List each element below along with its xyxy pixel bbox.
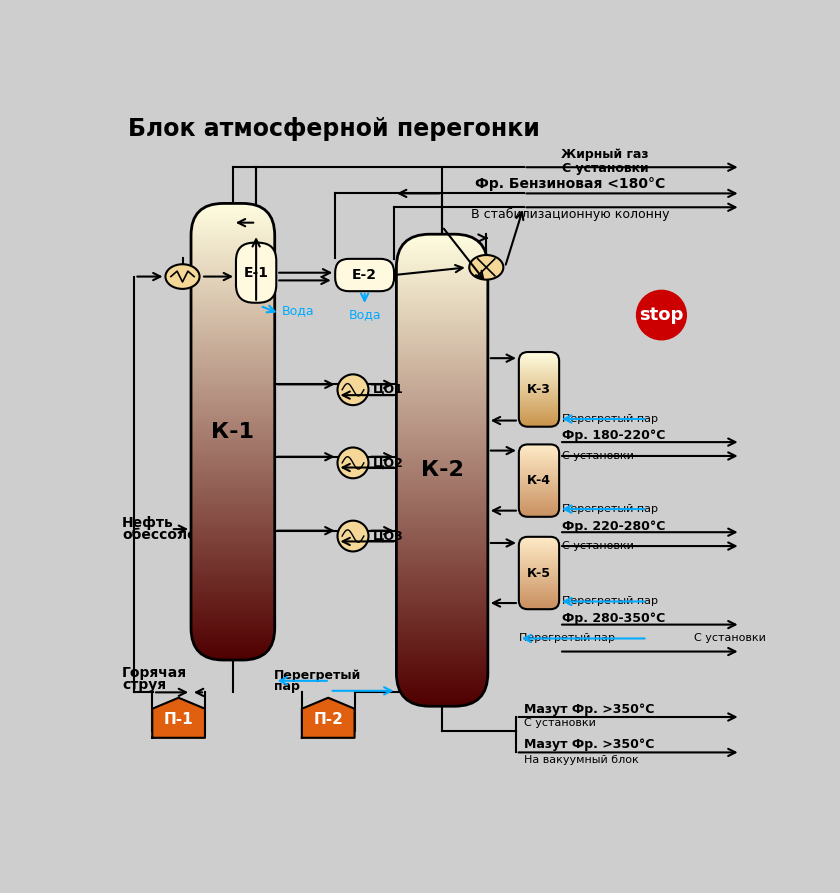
Text: К-3: К-3 xyxy=(527,383,551,396)
Text: ЦО2: ЦО2 xyxy=(372,456,403,470)
Text: С установки: С установки xyxy=(562,451,634,461)
Text: Вода: Вода xyxy=(349,309,381,321)
Text: Фр. 220-280°C: Фр. 220-280°C xyxy=(562,520,665,532)
Text: С установки: С установки xyxy=(523,718,596,728)
Text: П-2: П-2 xyxy=(313,713,343,727)
Ellipse shape xyxy=(165,264,200,288)
FancyBboxPatch shape xyxy=(335,259,394,291)
Text: Е-1: Е-1 xyxy=(244,266,269,280)
Circle shape xyxy=(338,521,369,552)
Text: С установки: С установки xyxy=(694,633,766,644)
Text: Горячая: Горячая xyxy=(122,666,187,680)
Text: Перегретый пар: Перегретый пар xyxy=(562,414,659,424)
Text: Вода: Вода xyxy=(281,304,314,317)
Circle shape xyxy=(338,447,369,479)
Text: Блок атмосферной перегонки: Блок атмосферной перегонки xyxy=(129,117,540,141)
Text: С установки: С установки xyxy=(562,541,634,551)
Polygon shape xyxy=(152,697,205,738)
Text: струя: струя xyxy=(122,678,166,692)
Text: ЦО3: ЦО3 xyxy=(372,530,403,543)
Text: ЦО1: ЦО1 xyxy=(372,383,403,396)
Circle shape xyxy=(636,289,687,340)
Ellipse shape xyxy=(470,255,503,280)
Text: обессоленная: обессоленная xyxy=(122,528,234,541)
Text: К-5: К-5 xyxy=(527,566,551,580)
Text: Фр. 180-220°C: Фр. 180-220°C xyxy=(562,430,665,442)
Text: Перегретый: Перегретый xyxy=(274,669,361,682)
Text: Е-2: Е-2 xyxy=(352,268,377,282)
Circle shape xyxy=(338,374,369,405)
Text: На вакуумный блок: На вакуумный блок xyxy=(523,755,638,765)
Text: В стабилизационную колонну: В стабилизационную колонну xyxy=(470,208,669,221)
Text: Фр. Бензиновая <180°C: Фр. Бензиновая <180°C xyxy=(475,177,665,191)
Text: Перегретый пар: Перегретый пар xyxy=(519,633,615,644)
Text: К-1: К-1 xyxy=(212,421,255,442)
Text: К-2: К-2 xyxy=(421,460,464,480)
Text: Перегретый пар: Перегретый пар xyxy=(562,597,659,606)
Text: Фр. 280-350°C: Фр. 280-350°C xyxy=(562,612,665,625)
Text: Жирный газ: Жирный газ xyxy=(561,148,648,162)
Polygon shape xyxy=(302,697,354,738)
Text: С установки: С установки xyxy=(562,163,648,175)
Text: К-4: К-4 xyxy=(527,474,551,487)
Text: Перегретый пар: Перегретый пар xyxy=(562,505,659,514)
Text: П-1: П-1 xyxy=(164,713,193,727)
Text: stop: stop xyxy=(639,306,684,324)
FancyBboxPatch shape xyxy=(236,243,276,303)
Text: Мазут Фр. >350°C: Мазут Фр. >350°C xyxy=(523,739,654,751)
Text: Нефть: Нефть xyxy=(122,516,174,530)
Text: Мазут Фр. >350°C: Мазут Фр. >350°C xyxy=(523,703,654,716)
Text: пар: пар xyxy=(274,680,300,693)
